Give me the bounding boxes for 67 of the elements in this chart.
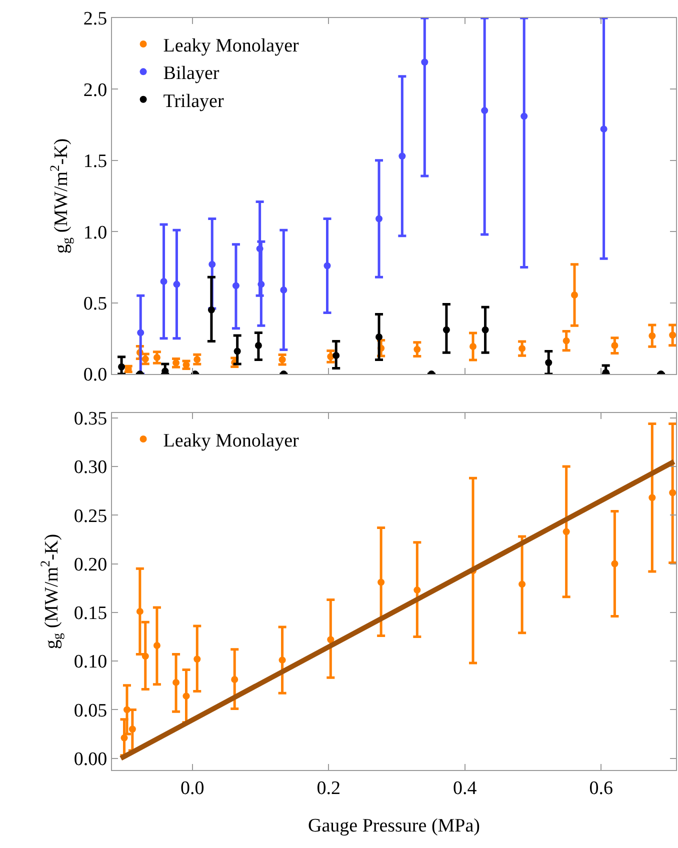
point [136, 608, 144, 615]
point [611, 560, 618, 568]
y-tick-label: 1.0 [83, 222, 108, 244]
point [182, 692, 190, 700]
point [231, 676, 238, 684]
point [208, 306, 215, 314]
point [414, 586, 421, 594]
x-tick-label: 0.2 [316, 778, 340, 799]
point [234, 348, 241, 355]
point [324, 262, 331, 270]
x-tick-label: 0.0 [180, 778, 204, 799]
y-tick-label: 0.05 [74, 700, 108, 722]
point [562, 528, 570, 536]
point [376, 333, 383, 340]
point [153, 642, 160, 649]
point [254, 342, 262, 350]
legend-label: Trilayer [163, 90, 224, 112]
y-tick-label: 0.25 [74, 506, 108, 527]
point [256, 245, 264, 252]
point [258, 280, 265, 288]
y-tick-label: 2.0 [83, 80, 108, 101]
point [481, 107, 488, 114]
point [280, 286, 288, 294]
point [173, 280, 180, 288]
y-tick-label: 0.5 [83, 293, 108, 314]
point [162, 368, 169, 374]
point [142, 652, 149, 660]
point [482, 326, 489, 334]
point [648, 494, 656, 502]
point [378, 578, 385, 586]
point [442, 326, 450, 334]
x-axis-title: Gauge Pressure (MPa) [308, 816, 480, 837]
legend-label: Bilayer [163, 63, 220, 84]
point [278, 656, 286, 664]
point [421, 58, 428, 66]
point [194, 656, 201, 663]
y-tick-label: 0.20 [74, 554, 108, 576]
legend-label: Leaky Monolayer [163, 430, 300, 452]
y-tick-label: 0.00 [74, 748, 108, 770]
x-tick-label: 0.4 [452, 778, 478, 799]
point [518, 580, 526, 588]
point [137, 329, 144, 336]
point [208, 260, 216, 268]
y-tick-label: 0.30 [74, 457, 108, 478]
point [332, 352, 340, 359]
x-tick-label: 0.6 [589, 778, 613, 799]
point [545, 359, 552, 366]
legend-label: Leaky Monolayer [163, 35, 300, 56]
point [669, 489, 676, 496]
point [376, 215, 383, 222]
point [118, 363, 126, 370]
point [120, 734, 128, 742]
y-tick-label: 0.10 [74, 652, 108, 673]
y-tick-label: 0.0 [83, 364, 108, 386]
point [327, 636, 334, 644]
point [128, 726, 136, 733]
point [160, 278, 168, 285]
y-tick-label: 1.5 [83, 151, 108, 172]
y-tick-label: 0.15 [74, 603, 108, 624]
point [398, 152, 406, 160]
y-tick-label: 0.35 [74, 408, 108, 430]
point [600, 126, 608, 133]
point [232, 282, 240, 290]
point [123, 706, 130, 714]
point [172, 678, 180, 686]
point [520, 112, 528, 120]
y-tick-label: 2.5 [83, 8, 108, 30]
